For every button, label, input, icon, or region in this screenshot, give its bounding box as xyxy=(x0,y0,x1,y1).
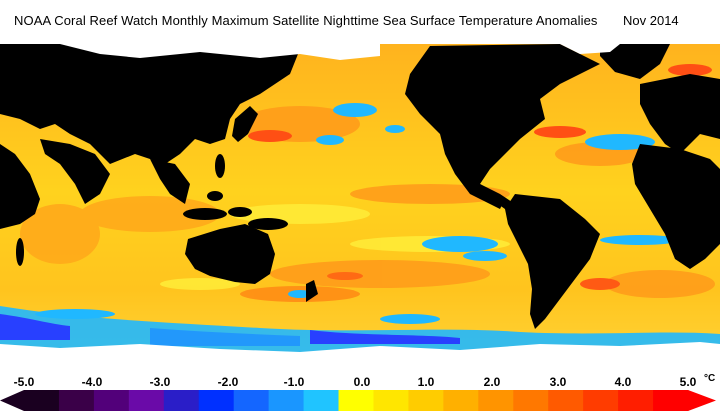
colorbar-cell xyxy=(478,390,514,411)
tick-label: 5.0 xyxy=(679,375,697,389)
colorbar-cell xyxy=(618,390,654,411)
colorbar-cell xyxy=(233,390,270,411)
map-date: Nov 2014 xyxy=(623,13,679,28)
colorbar-cell xyxy=(303,390,340,411)
colorbar-cell xyxy=(58,390,95,411)
colorbar-legend: -5.0 -4.0 -3.0 -2.0 -1.0 0.0 1.0 2.0 3.0… xyxy=(0,372,720,411)
colorbar xyxy=(0,390,716,411)
arctic-ice xyxy=(60,44,620,60)
colorbar-arrow-low xyxy=(0,390,24,411)
tick-label: -5.0 xyxy=(13,375,35,389)
colorbar-cell xyxy=(513,390,549,411)
colorbar-cell xyxy=(93,390,130,411)
tick-label: 4.0 xyxy=(614,375,632,389)
colorbar-cell xyxy=(583,390,619,411)
antarctica-ice xyxy=(0,342,720,372)
unit-label: °C xyxy=(704,373,716,384)
colorbar-cell xyxy=(198,390,235,411)
tick-label: 1.0 xyxy=(417,375,435,389)
colorbar-cell xyxy=(373,390,409,411)
colorbar-cells xyxy=(0,390,716,411)
tick-label: -1.0 xyxy=(283,375,305,389)
southern-ocean-cold xyxy=(0,306,720,354)
colorbar-cell xyxy=(548,390,584,411)
colorbar-cell xyxy=(443,390,479,411)
tick-label: -3.0 xyxy=(149,375,171,389)
map-title: NOAA Coral Reef Watch Monthly Maximum Sa… xyxy=(14,13,598,28)
world-map-svg xyxy=(0,44,720,372)
tick-label: -2.0 xyxy=(217,375,239,389)
tick-label: 3.0 xyxy=(549,375,567,389)
tick-label: 0.0 xyxy=(353,375,371,389)
colorbar-cell xyxy=(24,390,60,411)
title-bar: NOAA Coral Reef Watch Monthly Maximum Sa… xyxy=(0,0,720,44)
colorbar-cell xyxy=(338,390,374,411)
colorbar-cell xyxy=(408,390,444,411)
colorbar-cell xyxy=(268,390,305,411)
tick-label: -4.0 xyxy=(81,375,103,389)
tick-label: 2.0 xyxy=(483,375,501,389)
colorbar-arrow-high xyxy=(688,390,716,411)
colorbar-cell xyxy=(128,390,165,411)
land xyxy=(0,44,720,329)
colorbar-cell xyxy=(163,390,200,411)
anomaly-map xyxy=(0,44,720,372)
colorbar-cell xyxy=(653,390,689,411)
